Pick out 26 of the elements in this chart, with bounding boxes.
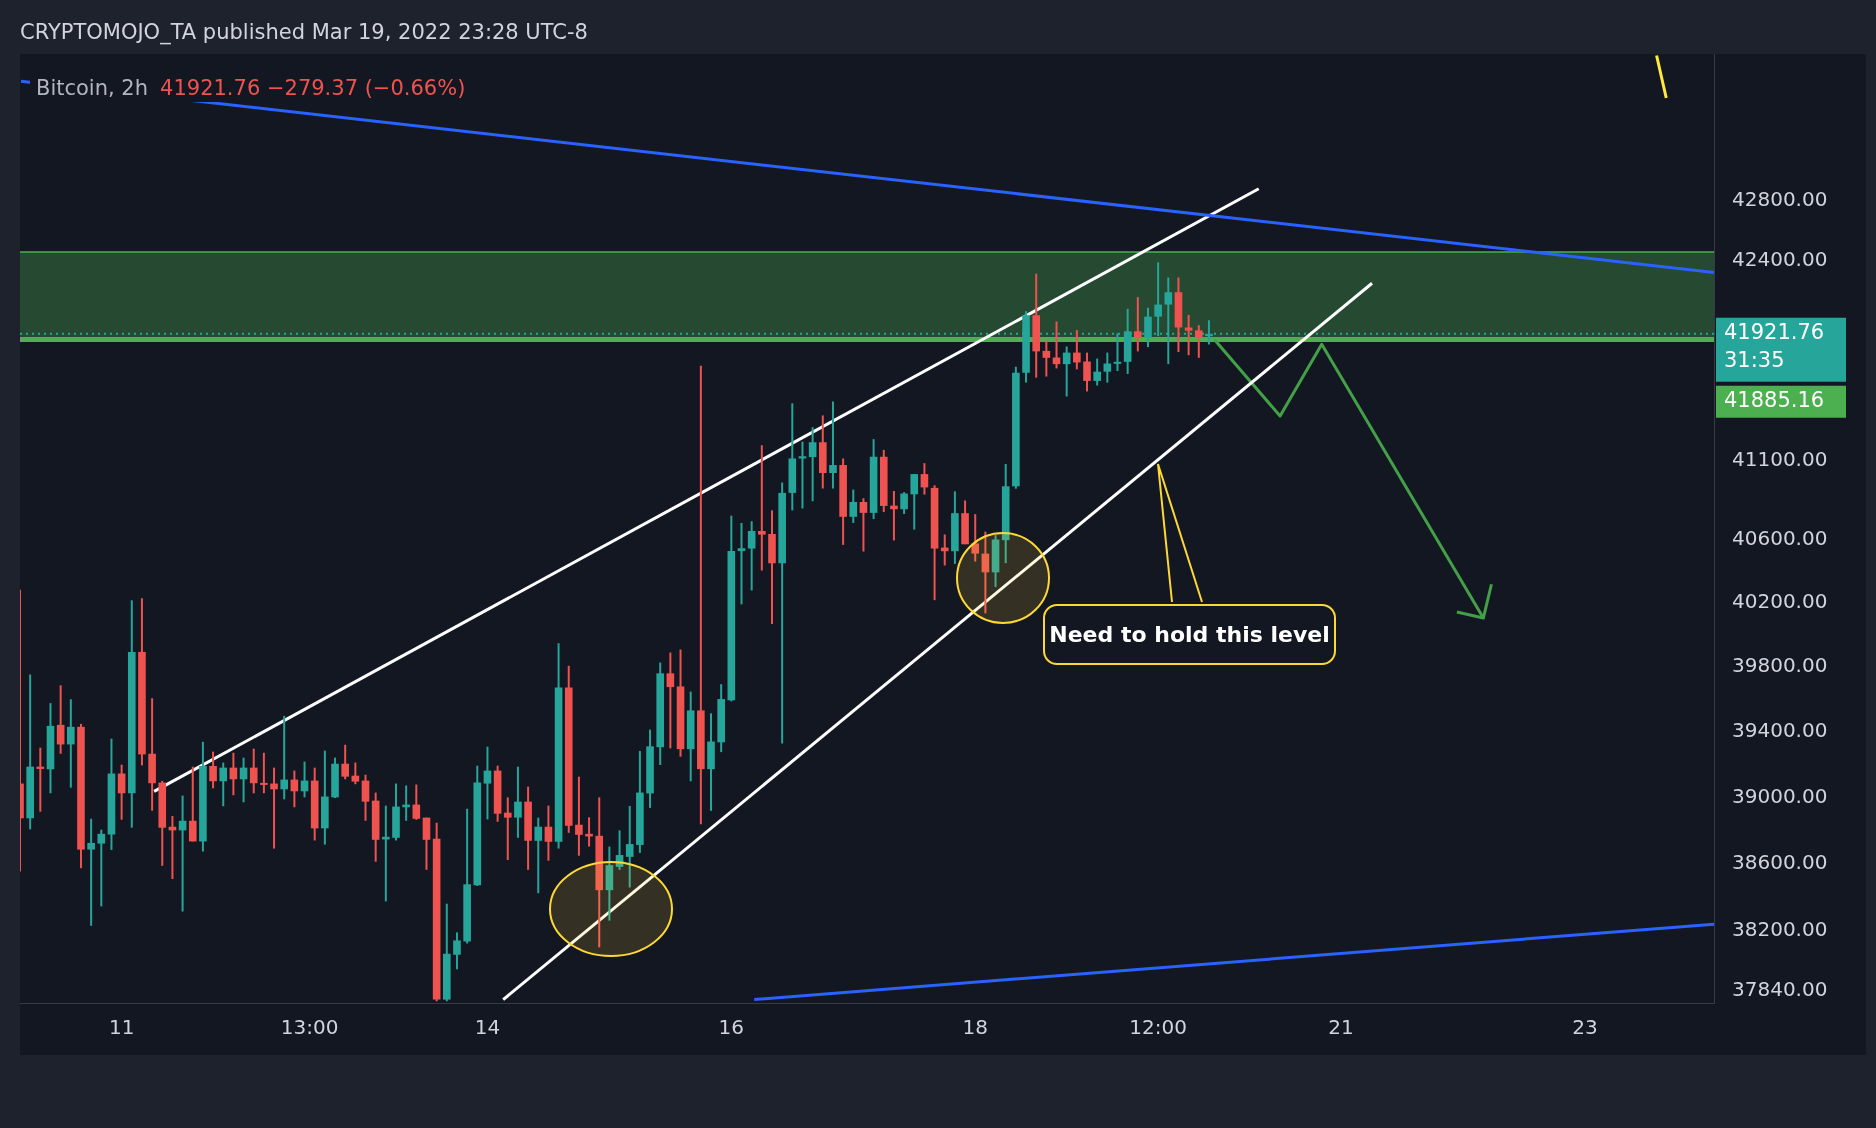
y-tick-label: 38600.00: [1732, 849, 1828, 874]
y-tick-label: 39400.00: [1732, 718, 1828, 743]
ref-line-label: 41885.16: [1724, 388, 1825, 413]
y-tick-label: 38200.00: [1732, 916, 1828, 941]
annotation: 41921.76 −279.37 (−0.66%): [160, 76, 466, 100]
ref-line-label: 41921.76: [1724, 320, 1825, 345]
text: Bitcoin, 2h: [36, 76, 149, 100]
x-tick-label: 13:00: [280, 1015, 339, 1040]
y-tick-label: 40200.00: [1732, 589, 1828, 614]
x-tick-label: 23: [1572, 1015, 1598, 1040]
x-tick-label: 14: [474, 1015, 501, 1040]
x-tick-label: 16: [718, 1015, 745, 1040]
y-tick-label: 40600.00: [1732, 525, 1828, 550]
x-tick-label: 18: [962, 1015, 988, 1040]
y-tick-label: 39000.00: [1732, 783, 1828, 808]
x-tick-label: 11: [108, 1015, 135, 1040]
chart-subtitle: CRYPTOMOJO_TA published Mar 19, 2022 23:28 UTC-8: [20, 20, 588, 44]
y-tick-label: 42800.00: [1732, 186, 1828, 211]
text: 31:35: [1724, 348, 1785, 373]
y-tick-label: 37840.00: [1732, 977, 1828, 1002]
x-tick-label: 12:00: [1129, 1015, 1187, 1040]
x-tick-label: 21: [1328, 1015, 1354, 1040]
annotation: Need to hold this level: [1043, 604, 1336, 665]
y-tick-label: 41100.00: [1732, 447, 1828, 472]
y-tick-label: 42400.00: [1732, 247, 1828, 272]
y-tick-label: 39800.00: [1732, 653, 1828, 678]
